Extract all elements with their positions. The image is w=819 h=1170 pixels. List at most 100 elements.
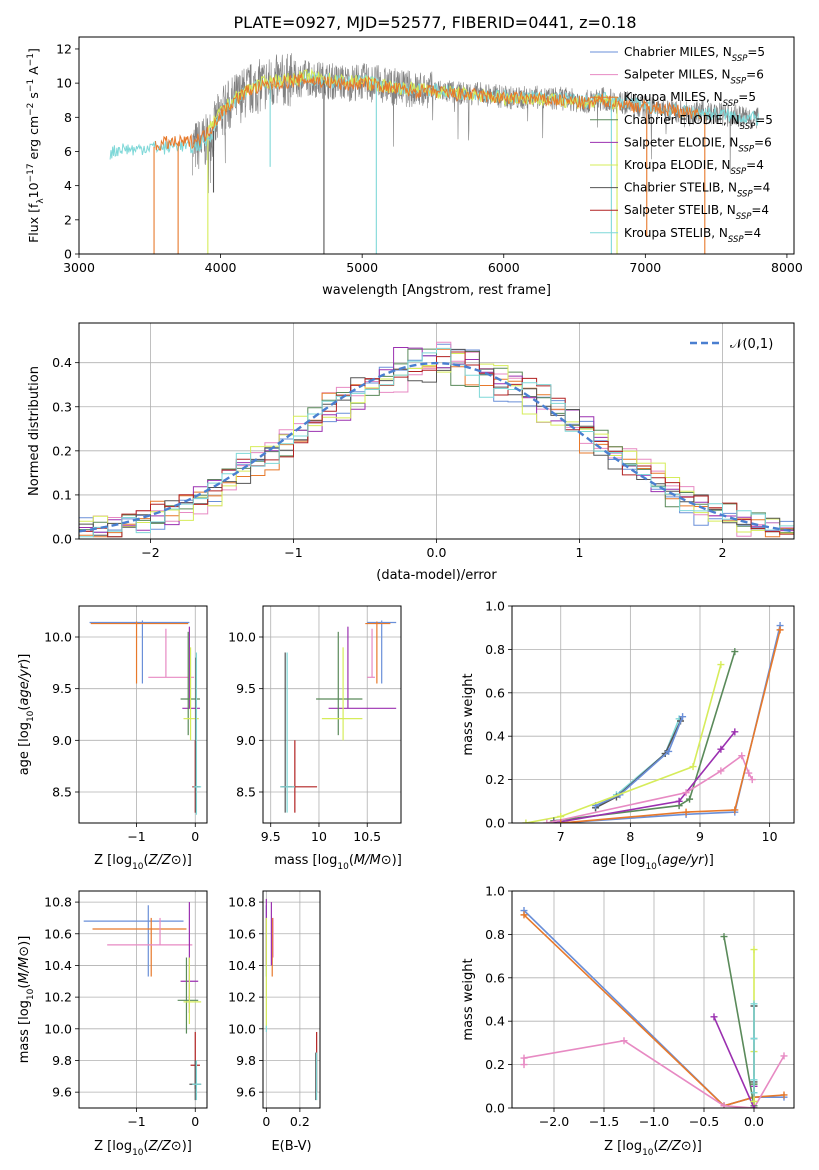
label-italic: Z/Z⊙	[658, 1139, 692, 1154]
legend-label: Chabrier STELIB, N	[624, 181, 737, 195]
weight-marker	[750, 1035, 758, 1043]
y-tick-label: 0.4	[485, 1014, 505, 1029]
y-tick-label: 12	[56, 41, 72, 56]
mass_vs_Z-panel: −1 09.69.810.010.210.410.610.8Z [log10(Z/…	[17, 890, 208, 1158]
label-part: Z [log	[604, 1139, 642, 1154]
label-part: (	[144, 853, 149, 868]
weight-marker	[543, 819, 551, 823]
weight-marker	[780, 1052, 788, 1060]
residuals-plot-area	[79, 341, 794, 538]
label-italic: Z/Z⊙	[148, 853, 182, 868]
y-tick-label: 0.8	[485, 927, 505, 942]
weight-line-chabrier_elodie	[553, 651, 736, 822]
legend-suffix: =4	[753, 181, 771, 195]
weight-marker	[731, 728, 739, 736]
y-tick-label: 10.2	[44, 990, 72, 1005]
weight-marker	[750, 946, 758, 954]
y-axis-label-part: Flux [f	[26, 203, 41, 243]
y-tick-label: 0.0	[485, 816, 505, 831]
legend-label: Salpeter MILES, N	[624, 68, 731, 82]
y-tick-label: 9.5	[236, 681, 256, 696]
x-tick-label: −1.0	[639, 1114, 669, 1129]
axes-frame	[78, 322, 795, 540]
x-axis-label: (data-model)/error	[376, 568, 497, 583]
label-part: (	[349, 853, 354, 868]
legend-entry: Kroupa MILES, NSSP=5	[624, 90, 756, 109]
x-tick-label: −1	[127, 1114, 145, 1129]
weight-line-chabrier_stelib	[595, 720, 682, 809]
label-part: )]	[392, 853, 402, 868]
y-axis-label-part: 10	[26, 182, 41, 198]
x-tick-label: 3000	[63, 260, 95, 275]
weight-marker	[720, 1102, 728, 1108]
y-axis-label: age [log10(age/yr)]	[17, 654, 36, 776]
y-tick-label: 6	[64, 144, 72, 159]
y-tick-label: 10.4	[228, 958, 256, 973]
x-tick-label: −2.0	[539, 1114, 569, 1129]
x-tick-label: 7	[557, 829, 565, 844]
weight-marker	[717, 767, 725, 775]
x-tick-label: 0.0	[744, 1114, 764, 1129]
y-tick-label: 0.3	[52, 399, 72, 414]
y-tick-label: 2	[64, 212, 72, 227]
y-tick-label: 0.0	[52, 532, 72, 547]
x-tick-label: 10	[762, 829, 778, 844]
x-axis-label: wavelength [Angstrom, rest frame]	[322, 283, 551, 298]
y-tick-label: 0.6	[485, 970, 505, 985]
x-tick-label: 8	[626, 829, 634, 844]
x-tick-label: 4000	[205, 260, 237, 275]
label-sub: 10	[132, 1148, 144, 1158]
weight-marker	[780, 1091, 788, 1099]
axes-frame	[511, 605, 795, 824]
label-part: (	[654, 1139, 659, 1154]
label-part: age/yr	[662, 853, 705, 868]
x-tick-label: 0	[262, 1114, 270, 1129]
age_vs_mass-plot-area	[280, 620, 397, 813]
y-tick-label: 10.0	[228, 1021, 256, 1036]
y-tick-label: 8.5	[236, 785, 256, 800]
weight-line-chabrier_miles	[595, 716, 684, 807]
label-part: Z [log	[94, 853, 132, 868]
y-tick-label: 10.4	[44, 958, 72, 973]
weight-marker	[522, 819, 530, 823]
legend-label: Chabrier MILES, N	[624, 45, 732, 59]
y-tick-label: 10.6	[44, 926, 72, 941]
label-sub: 10	[26, 988, 36, 1000]
weight-marker	[686, 795, 694, 803]
label-part: )]	[182, 1139, 192, 1154]
x-tick-label: 6000	[488, 260, 520, 275]
legend-sub: SSP	[723, 99, 739, 109]
label-part: 10	[645, 862, 657, 872]
x-axis-label: E(B-V)	[271, 1139, 311, 1154]
weight-marker	[750, 1104, 758, 1108]
y-tick-label: 9.8	[52, 1053, 72, 1068]
label-part: (	[144, 1139, 149, 1154]
y-tick-label: 10.0	[44, 1021, 72, 1036]
y-tick-label: 0.2	[485, 772, 505, 787]
weight-marker	[750, 1097, 758, 1105]
weight-line-salpeter_elodie	[713, 1016, 755, 1108]
label-italic: M/M⊙	[354, 853, 392, 868]
legend-sub: SSP	[731, 167, 747, 177]
label-sub: 10	[132, 862, 144, 872]
legend-sub: SSP	[740, 122, 756, 132]
y-tick-label: 9.0	[236, 733, 256, 748]
legend-entry: Salpeter ELODIE, NSSP=6	[624, 135, 772, 154]
legend-label: Kroupa MILES, N	[624, 90, 723, 104]
weight_vs_Z-panel: −2.0 −1.5 −1.0 −0.5 0.0 0.0 0.2 0.4 0.6 0.8 1.0 mas…	[461, 884, 795, 1158]
legend-suffix: =5	[747, 45, 765, 59]
legend-label: Chabrier ELODIE, N	[624, 113, 740, 127]
legend-sub: SSP	[728, 235, 744, 245]
label-part: )]	[704, 853, 714, 868]
legend-suffix: =4	[746, 158, 764, 172]
weight-line-kroupa_miles	[523, 914, 785, 1107]
y-tick-label: 0.1	[52, 487, 72, 502]
y-tick-label: 4	[64, 178, 72, 193]
x-tick-label: 10.5	[353, 829, 381, 844]
y-tick-label: 0	[64, 247, 72, 262]
weight-marker	[738, 752, 746, 760]
spectrum-legend: Chabrier MILES, N SSP =5 Salpeter MILES, N S…	[590, 45, 773, 245]
y-axis-label-part: A	[26, 66, 41, 79]
weight-marker	[557, 812, 565, 820]
age_vs_Z-plot-area	[89, 620, 202, 815]
